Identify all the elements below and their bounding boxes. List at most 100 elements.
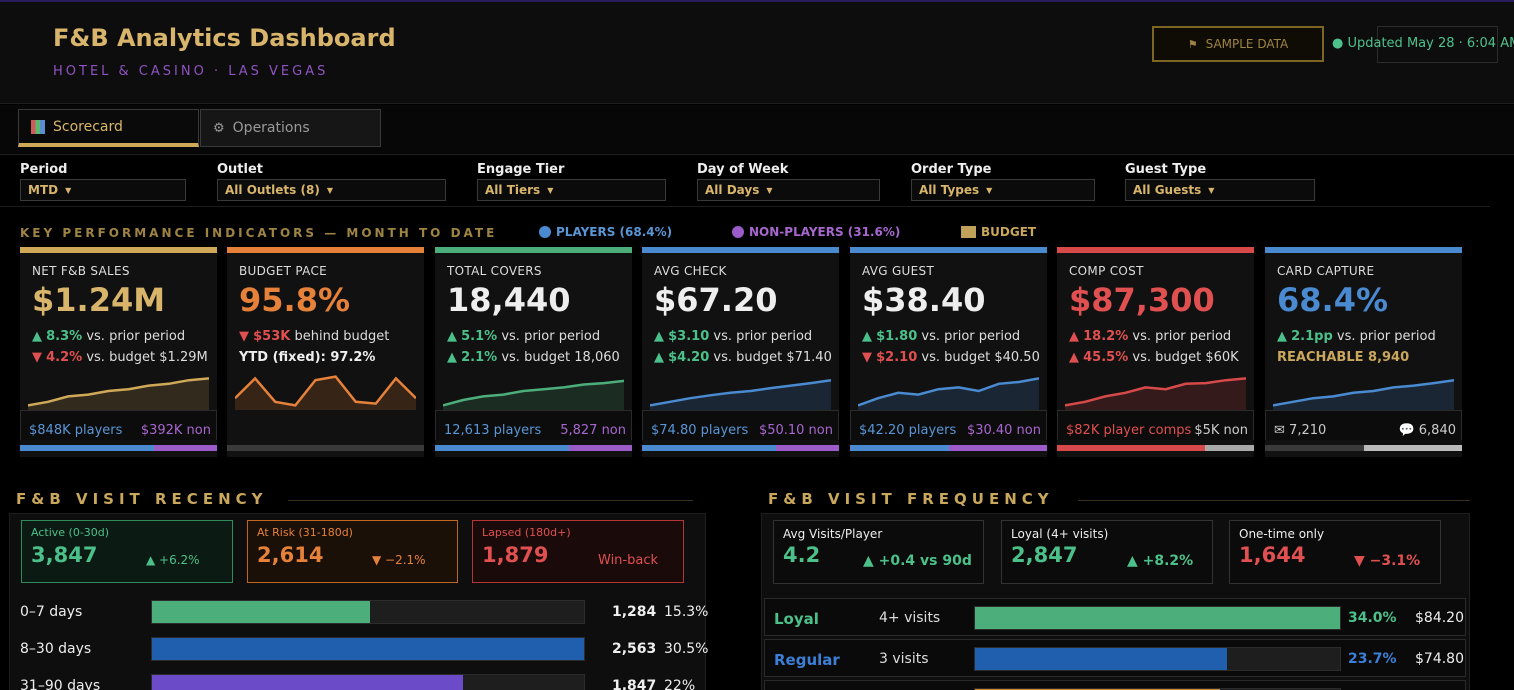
frequency-row[interactable]: Loyal 4+ visits 34.0% $84.20: [764, 598, 1466, 636]
sms-value: 6,840: [1418, 423, 1456, 438]
delta-text: vs. budget $60K: [1128, 350, 1239, 365]
filter-label: Period: [20, 162, 68, 177]
kpi-card[interactable]: CARD CAPTURE 68.4% ▲ 2.1pp vs. prior per…: [1265, 247, 1462, 457]
guest-type-select[interactable]: All Guests ▼: [1125, 179, 1315, 201]
sparkline-area: [1273, 380, 1454, 411]
kpi-card[interactable]: AVG GUEST $38.40 ▲ $1.80 vs. prior perio…: [850, 247, 1047, 457]
select-value: All Tiers: [485, 183, 541, 197]
filter-day-of-week: Day of Week All Days ▼: [697, 162, 880, 201]
recency-title: F&B VISIT RECENCY: [16, 490, 268, 508]
legend-label: BUDGET: [981, 225, 1037, 239]
recency-bar-fill: [152, 675, 464, 690]
kpi-line-2: ▲ $4.20 vs. budget $71.40: [654, 350, 832, 365]
delta-value: 8.3%: [46, 329, 83, 344]
win-back-link[interactable]: Win-back: [598, 553, 659, 568]
filter-label: Day of Week: [697, 162, 789, 177]
frequency-row[interactable]: [764, 680, 1466, 690]
kpi-card[interactable]: COMP COST $87,300 ▲ 18.2% vs. prior peri…: [1057, 247, 1254, 457]
recency-count: 2,563: [612, 641, 657, 657]
period-select[interactable]: MTD ▼: [20, 179, 186, 201]
delta-value: $1.80: [876, 329, 918, 344]
delta-text: vs. budget $40.50: [917, 350, 1040, 365]
lapsed-box: Lapsed (180d+) 1,879 Win-back: [472, 520, 684, 583]
engage-tier-select[interactable]: All Tiers ▼: [477, 179, 666, 201]
avg-visits-box: Avg Visits/Player 4.2 ▲ +0.4 vs 90d: [773, 520, 984, 584]
box-value: 3,847: [31, 543, 98, 567]
chat-bubble-icon: 💬: [1398, 423, 1415, 438]
sparkline: [443, 379, 624, 411]
kpi-label: AVG CHECK: [654, 264, 727, 278]
kpi-label: AVG GUEST: [862, 264, 935, 278]
box-delta: ▲ +6.2%: [146, 553, 200, 567]
delta-text: vs. prior period: [497, 329, 601, 344]
order-type-select[interactable]: All Types ▼: [911, 179, 1095, 201]
nonplayers-value: 5,827 non: [560, 423, 626, 438]
chevron-down-icon: ▼: [65, 185, 72, 195]
tab-operations[interactable]: ⚙ Operations: [200, 109, 381, 147]
kpi-value: $87,300: [1069, 281, 1215, 319]
split-bar: [1265, 445, 1462, 451]
split-bar: [850, 445, 1047, 451]
delta-text: vs. budget 18,060: [497, 350, 620, 365]
card-accent: [642, 247, 839, 253]
tab-bar: Scorecard ⚙ Operations: [0, 105, 1514, 155]
card-accent: [20, 247, 217, 253]
box-label: At Risk (31-180d): [257, 526, 353, 539]
kpi-card[interactable]: BUDGET PACE 95.8% ▼ $53K behind budget Y…: [227, 247, 424, 457]
kpi-card[interactable]: NET F&B SALES $1.24M ▲ 8.3% vs. prior pe…: [20, 247, 217, 457]
kpi-label: BUDGET PACE: [239, 264, 328, 278]
segment-amount: $84.20: [1415, 610, 1464, 626]
sparkline-area: [1065, 378, 1246, 411]
select-value: All Days: [705, 183, 760, 197]
kpi-line-2: YTD (fixed): 97.2%: [239, 350, 375, 365]
legend-nonplayers: NON-PLAYERS (31.6%): [732, 225, 900, 239]
sparkline: [28, 377, 209, 411]
filter-guest-type: Guest Type All Guests ▼: [1125, 162, 1315, 201]
kpi-value: 68.4%: [1277, 281, 1389, 319]
kpi-value: 95.8%: [239, 281, 351, 319]
kpi-line-1: ▲ 5.1% vs. prior period: [447, 329, 600, 344]
segment-name: Loyal: [774, 610, 819, 628]
box-value: 1,644: [1239, 543, 1306, 567]
select-value: All Types: [919, 183, 980, 197]
sample-data-button[interactable]: ⚑ SAMPLE DATA: [1152, 26, 1324, 62]
segment-pct: 34.0%: [1348, 610, 1397, 626]
select-value: All Outlets (8): [225, 183, 320, 197]
card-footer: $74.80 players $50.10 non: [642, 410, 839, 440]
nonplayers-value: $30.40 non: [966, 423, 1041, 438]
recency-count: 1,284: [612, 604, 657, 620]
kpi-value: $67.20: [654, 281, 778, 319]
filter-label: Outlet: [217, 162, 264, 177]
delta-text: behind budget: [290, 329, 390, 344]
sparkline: [650, 378, 831, 411]
chevron-down-icon: ▼: [326, 185, 333, 195]
day-of-week-select[interactable]: All Days ▼: [697, 179, 880, 201]
select-value: MTD: [28, 183, 59, 197]
tab-scorecard[interactable]: Scorecard: [18, 109, 199, 147]
outlet-select[interactable]: All Outlets (8) ▼: [217, 179, 446, 201]
tab-label: Scorecard: [53, 118, 123, 135]
frequency-row[interactable]: Regular 3 visits 23.7% $74.80: [764, 639, 1466, 677]
card-accent: [227, 247, 424, 253]
kpi-card[interactable]: TOTAL COVERS 18,440 ▲ 5.1% vs. prior per…: [435, 247, 632, 457]
nonplayers-value: $5K non: [1194, 423, 1248, 438]
players-value: $82K player comps: [1066, 423, 1192, 438]
kpi-label: CARD CAPTURE: [1277, 264, 1375, 278]
delta-value: 5.1%: [461, 329, 498, 344]
sparkline-area: [28, 378, 209, 411]
recency-row-label: 8–30 days: [20, 641, 92, 657]
kpi-line-1: ▲ 18.2% vs. prior period: [1069, 329, 1231, 344]
delta-text: vs. prior period: [1128, 329, 1232, 344]
card-accent: [1265, 247, 1462, 253]
card-accent: [435, 247, 632, 253]
chevron-down-icon: ▼: [547, 185, 554, 195]
filter-order-type: Order Type All Types ▼: [911, 162, 1095, 201]
sparkline: [1273, 378, 1454, 411]
box-delta: ▲ +8.2%: [1127, 553, 1194, 569]
kpi-label: COMP COST: [1069, 264, 1144, 278]
recency-bar-track: [151, 637, 585, 661]
frequency-title: F&B VISIT FREQUENCY: [768, 490, 1054, 508]
kpi-card[interactable]: AVG CHECK $67.20 ▲ $3.10 vs. prior perio…: [642, 247, 839, 457]
flag-icon: ⚑: [1187, 37, 1198, 51]
sparkline-line: [235, 375, 416, 407]
